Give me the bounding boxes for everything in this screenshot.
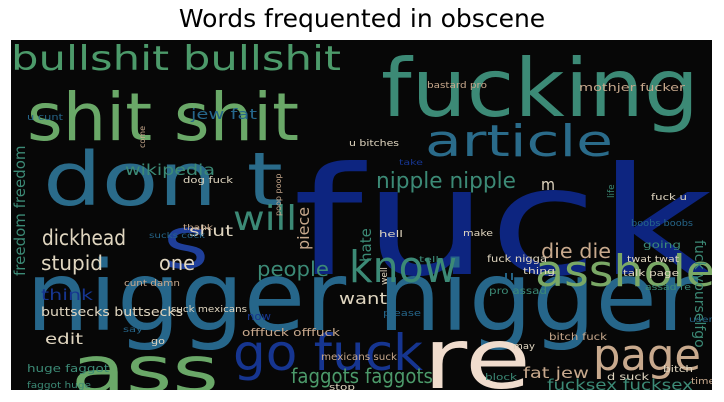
word-take: take (399, 158, 423, 167)
word-piece: piece (294, 207, 313, 250)
word-bastard-pro: bastard pro (427, 81, 488, 91)
word-fucking: fucking (381, 42, 699, 135)
word-page: page (593, 330, 701, 381)
word-come: come (138, 126, 147, 148)
chart-title: Words frequented in obscene (178, 4, 546, 33)
word-bullshit-bullshit: bullshit bullshit (11, 40, 341, 79)
word-say: say (123, 325, 143, 334)
word-fuck-nigga: fuck nigga (487, 254, 547, 265)
word-dog-fuck: dog fuck (183, 176, 234, 186)
word-assad-re: assad re (645, 283, 692, 293)
word-mexicans-suck: mexicans suck (321, 352, 397, 363)
word-mothjer-fucker: mothjer fucker (579, 81, 686, 94)
word-cunt-damn: cunt damn (124, 279, 180, 289)
word-u-bitches: u bitches (349, 139, 399, 149)
word-wikipedia: wikipedia (125, 161, 215, 179)
word-fuck-yourselfgo: fuck yourselfgo (691, 240, 707, 348)
word-one: one (159, 251, 195, 275)
word-freedom-freedom: freedom freedom (11, 145, 29, 276)
word-stop: stop (329, 383, 355, 390)
word-nigger-nigger: nigger nigger (26, 241, 699, 353)
word-user: user (689, 315, 712, 324)
word-thing: thing (523, 267, 555, 277)
word-will: will (233, 199, 297, 239)
word-hate: hate (357, 228, 375, 262)
word-fuck-u: fuck u (651, 193, 687, 203)
word-yourselfgo-fuck: yourselfgo fuck (711, 240, 712, 340)
word-think: think (41, 286, 93, 304)
word-ll: ll (503, 273, 515, 283)
word-buttsecks-buttsecks: buttsecks buttsecks (41, 305, 183, 319)
word-go-fuck: go fuck (233, 324, 423, 382)
word-don-t: don t (43, 137, 283, 223)
word-talk-page: talk page (623, 269, 680, 279)
word-article: article (425, 116, 613, 167)
word-re: re (423, 310, 531, 390)
word-offfuck-offfuck: offfuck offfuck (242, 326, 341, 339)
word-please: please (383, 309, 422, 319)
word-tell: tell (419, 255, 439, 264)
word-faggot-huge: faggot huge (27, 381, 92, 390)
word-m: m (541, 175, 555, 194)
word-hell: hell (379, 230, 403, 240)
word-bitch: bitch (663, 365, 693, 375)
word-block: block (485, 373, 518, 383)
word-ass: ass (71, 334, 219, 390)
word-die-die: die die (541, 239, 611, 263)
word-boobs-boobs: boobs boobs (631, 219, 693, 229)
word-u-cunt: u cunt (27, 113, 64, 123)
word-make: make (463, 229, 494, 239)
word-asshole: asshole (535, 246, 712, 297)
word-poop-poop: poop poop (274, 174, 283, 216)
word-suck-mexicans: suck mexicans (171, 305, 247, 315)
word-life: life (607, 184, 617, 198)
word-faggots-faggots: faggots faggots (291, 364, 433, 388)
word-cloud: fuck nigger nigger fucking don t shit shit as… (11, 40, 712, 390)
word-bitch-fuck: bitch fuck (549, 332, 607, 343)
word-shut: shut (189, 222, 233, 240)
word-s: s (163, 201, 209, 285)
word-sucks-cock: sucks cock (149, 231, 205, 240)
word-go: go (151, 337, 166, 347)
word-pro-assad: pro assad (489, 286, 547, 297)
word-people: people (257, 257, 329, 281)
word-fucksex-fucksex: fucksex fucksex (547, 376, 693, 390)
word-fat-jew: fat jew (523, 364, 589, 382)
word-dickhead: dickhead (42, 226, 126, 250)
word-may: may (513, 342, 536, 352)
word-jew-fat: jew fat (190, 107, 258, 123)
word-stupid: stupid (41, 251, 103, 275)
word-know: know (349, 242, 457, 293)
word-edit: edit (45, 330, 83, 348)
word-time: time (691, 377, 712, 387)
word-thank: thank (183, 223, 213, 232)
word-going: going (643, 240, 681, 251)
word-twat-twat: twat twat (627, 255, 680, 265)
word-nipple-nipple: nipple nipple (376, 169, 516, 194)
word-fuck: fuck (293, 136, 712, 310)
word-well: well (380, 267, 390, 285)
word-d-suck: d suck (607, 372, 649, 383)
word-want: want (339, 289, 387, 308)
word-shit-shit: shit shit (27, 79, 299, 156)
word-now: now (247, 310, 271, 323)
word-huge-faggot: huge faggot (27, 362, 110, 375)
